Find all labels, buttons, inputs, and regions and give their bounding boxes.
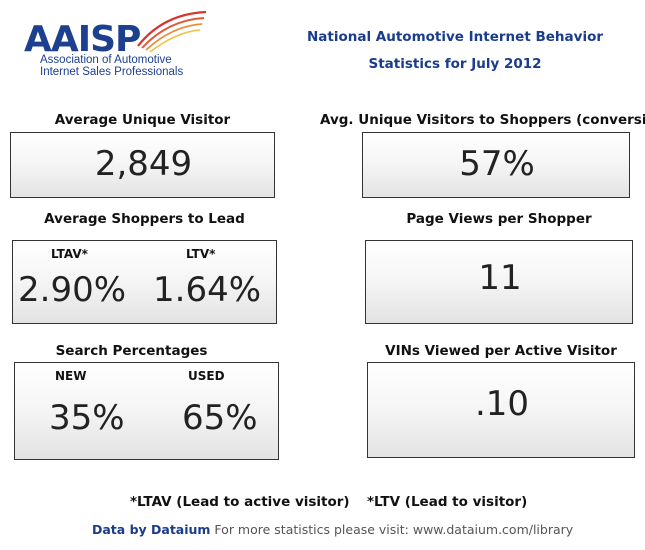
avg-unique-visitor-value: 2,849 [94, 144, 193, 184]
ltv-label: LTV* [186, 247, 216, 261]
page-views-label: Page Views per Shopper [406, 211, 592, 227]
page-title: National Automotive Internet Behavior St… [290, 24, 620, 78]
credit-text: For more statistics please visit: www.da… [210, 522, 574, 537]
page-views-box: 11 [365, 240, 633, 324]
aaisp-logo: AAISP Association of Automotive Internet… [18, 8, 208, 88]
logo-wordmark: AAISP [24, 19, 141, 60]
avg-unique-visitor-label: Average Unique Visitor [54, 112, 231, 128]
search-percentages-label: Search Percentages [55, 343, 208, 359]
logo-tagline-1: Association of Automotive [40, 54, 172, 66]
new-value: 35% [49, 398, 125, 438]
title-line-2: Statistics for July 2012 [368, 56, 542, 72]
vins-viewed-value: .10 [474, 384, 530, 424]
vins-viewed-label: VINs Viewed per Active Visitor [385, 343, 617, 359]
shoppers-to-lead-label: Average Shoppers to Lead [44, 211, 245, 227]
used-label: USED [188, 369, 225, 383]
search-percentages-box: NEW USED 35% 65% [14, 362, 279, 460]
page-views-value: 11 [478, 258, 522, 298]
shoppers-to-lead-box: LTAV* LTV* 2.90% 1.64% [12, 240, 277, 324]
conversion-label: Avg. Unique Visitors to Shoppers (conver… [320, 112, 645, 128]
swoosh-icon [137, 10, 207, 53]
ltav-value: 2.90% [18, 270, 127, 310]
conversion-value: 57% [459, 144, 535, 184]
vins-viewed-box: .10 [367, 362, 635, 458]
credit-brand: Data by Dataium [92, 522, 211, 537]
footnote-ltv: *LTV (Lead to visitor) [367, 494, 528, 510]
logo-tagline-2: Internet Sales Professionals [40, 66, 184, 78]
credit-line: Data by Dataium For more statistics plea… [92, 522, 573, 537]
used-value: 65% [182, 398, 258, 438]
ltav-label: LTAV* [51, 247, 88, 261]
new-label: NEW [55, 369, 87, 383]
avg-unique-visitor-box: 2,849 [10, 132, 275, 198]
title-line-1: National Automotive Internet Behavior [306, 29, 604, 45]
footnote-ltav: *LTAV (Lead to active visitor) [130, 494, 350, 510]
ltv-value: 1.64% [153, 270, 262, 310]
conversion-box: 57% [362, 132, 630, 198]
